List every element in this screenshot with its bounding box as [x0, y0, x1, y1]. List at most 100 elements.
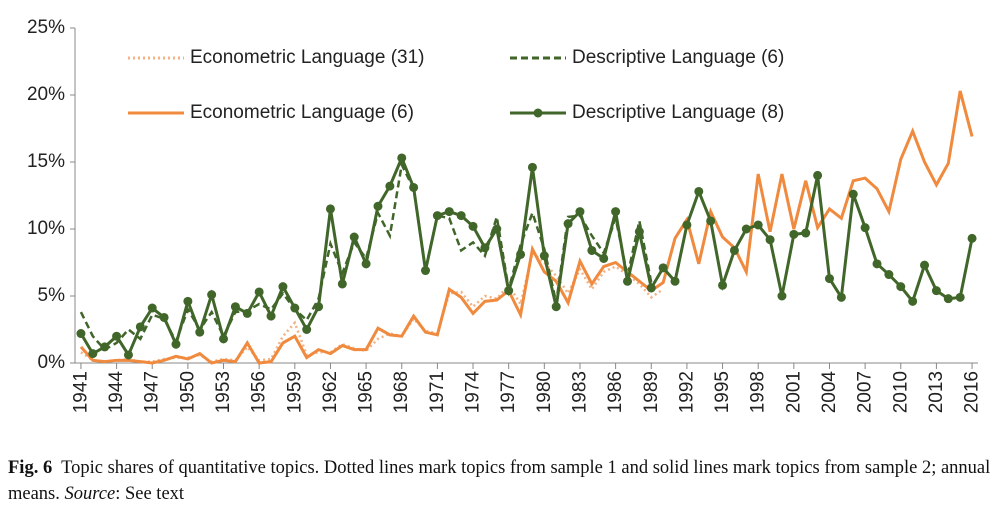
series-marker [409, 182, 419, 192]
x-tick-label: 2013 [926, 371, 947, 413]
series-marker [931, 286, 941, 296]
series-marker [943, 294, 953, 304]
y-tick-label: 10% [27, 218, 65, 239]
x-tick-label: 1956 [249, 371, 270, 413]
x-tick-label: 1971 [427, 371, 448, 413]
series-marker [729, 245, 739, 255]
series-marker [539, 251, 549, 261]
x-tick-label: 1989 [641, 371, 662, 413]
series-marker [361, 259, 371, 269]
series-marker [302, 325, 312, 334]
series-marker [622, 276, 632, 286]
series-marker [860, 223, 870, 233]
x-tick-label: 1986 [605, 371, 626, 413]
x-tick-label: 2010 [890, 371, 911, 413]
series-marker [670, 276, 680, 286]
series-marker [385, 181, 395, 191]
series-marker [765, 235, 775, 245]
series-marker [599, 253, 609, 263]
series-marker [813, 170, 823, 180]
series-marker [682, 220, 692, 230]
x-tick-label: 1992 [676, 371, 697, 413]
series-marker [432, 211, 442, 221]
series-marker [753, 220, 763, 230]
series-marker [492, 224, 502, 234]
series-marker [112, 331, 122, 341]
series-marker [147, 303, 157, 313]
series-marker [314, 302, 324, 312]
series-marker [789, 229, 799, 239]
series-marker [278, 282, 288, 292]
series-marker [195, 327, 205, 337]
x-tick-label: 1983 [569, 371, 590, 413]
series-marker [468, 221, 478, 231]
series-marker [516, 249, 526, 259]
x-tick-label: 2007 [855, 371, 876, 413]
x-tick-label: 2016 [962, 371, 983, 413]
series-line [80, 250, 664, 363]
y-tick-label: 5% [38, 285, 66, 306]
series-marker [373, 201, 383, 211]
series-marker [920, 260, 930, 270]
series-marker [563, 219, 573, 229]
series-marker [884, 270, 894, 280]
series-marker [872, 259, 882, 269]
series-marker [230, 302, 240, 312]
series-marker [242, 308, 252, 318]
x-tick-label: 1941 [70, 371, 91, 413]
x-tick-label: 2001 [783, 371, 804, 413]
series-marker [397, 153, 407, 163]
series-marker [254, 287, 264, 297]
series-marker [718, 280, 728, 290]
legend-marker [533, 108, 543, 118]
y-tick-label: 15% [27, 151, 65, 172]
x-tick-label: 1953 [213, 371, 234, 413]
x-tick-label: 1947 [142, 371, 163, 413]
x-tick-label: 1950 [177, 371, 198, 413]
series-marker [421, 266, 431, 276]
series-marker [183, 296, 193, 306]
series-marker [551, 302, 561, 312]
caption-text: Topic shares of quantitative topics. Dot… [8, 458, 991, 504]
series-marker [76, 329, 86, 339]
legend-label: Descriptive Language (8) [572, 102, 784, 123]
x-tick-label: 1962 [320, 371, 341, 413]
series-marker [135, 322, 145, 332]
legend-label: Descriptive Language (6) [572, 47, 784, 68]
caption-label: Fig. 6 [8, 458, 53, 478]
series-marker [207, 290, 217, 300]
series-marker [908, 296, 918, 306]
x-tick-label: 1974 [463, 371, 484, 414]
x-tick-label: 1968 [391, 371, 412, 413]
x-tick-label: 1959 [284, 371, 305, 413]
series-marker [955, 292, 965, 302]
series-marker [349, 232, 359, 242]
series-marker [646, 283, 656, 293]
series-marker [801, 228, 811, 238]
series-marker [171, 339, 181, 349]
series-marker [219, 334, 229, 344]
series-marker [836, 292, 846, 302]
series-marker [706, 216, 716, 226]
series-marker [480, 243, 490, 253]
x-tick-label: 1995 [712, 371, 733, 413]
series-marker [527, 162, 537, 172]
series-marker [337, 279, 347, 289]
series-marker [123, 350, 133, 360]
series-marker [777, 291, 787, 301]
series-marker [325, 204, 335, 214]
y-tick-label: 25% [27, 17, 65, 38]
series-marker [88, 349, 98, 359]
series-marker [967, 233, 977, 243]
series-marker [575, 207, 585, 217]
series-marker [456, 211, 466, 221]
x-tick-label: 1998 [748, 371, 769, 413]
series-marker [741, 224, 751, 234]
series-marker [658, 263, 668, 273]
series-marker [290, 303, 300, 313]
series-marker [266, 311, 276, 321]
legend-label: Econometric Language (6) [190, 102, 414, 123]
x-tick-label: 1977 [498, 371, 519, 413]
series-marker [100, 342, 110, 352]
